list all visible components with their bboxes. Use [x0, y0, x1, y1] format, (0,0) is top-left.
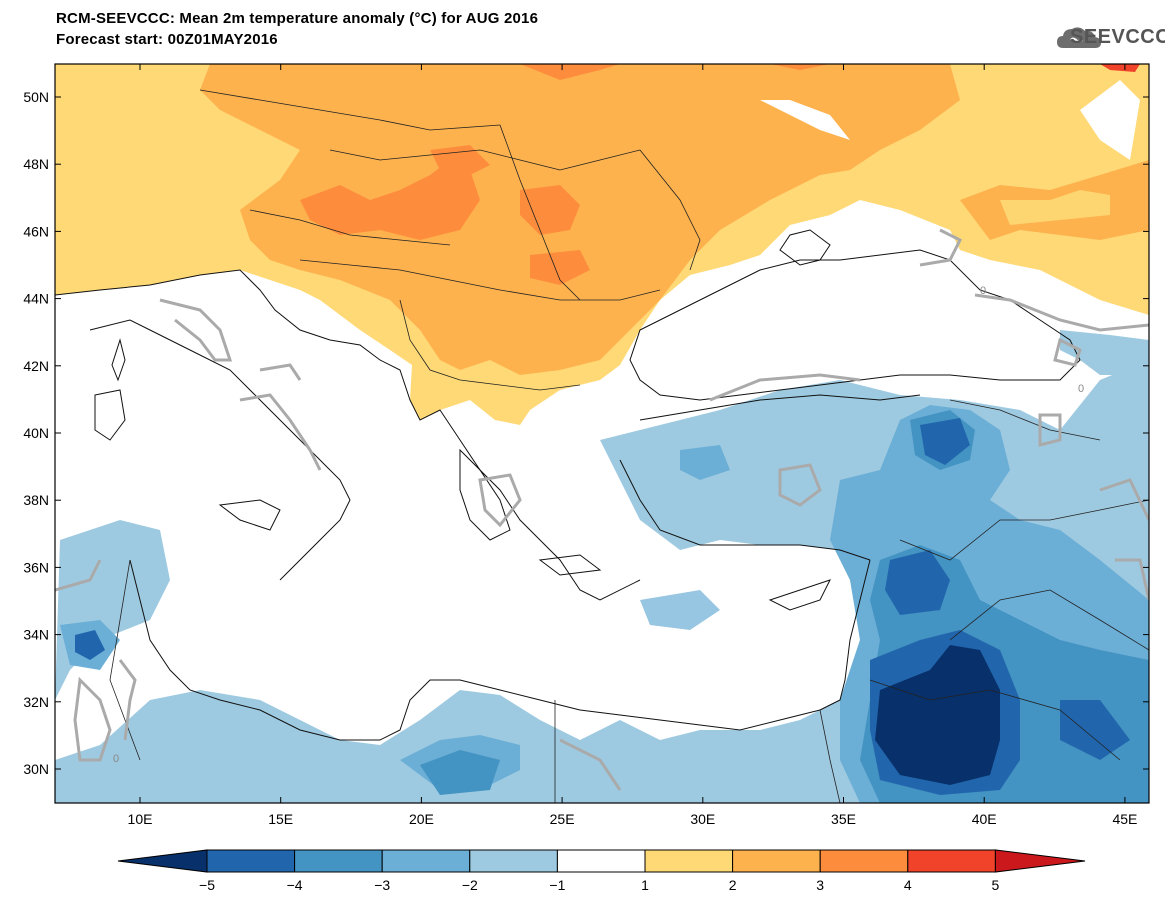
colorbar-tick-label: −5 — [199, 877, 215, 893]
lat-tick-label: 32N — [23, 694, 49, 710]
cloud-icon — [1057, 27, 1101, 48]
colorbar-tick-label: −2 — [462, 877, 478, 893]
lat-tick-label: 50N — [23, 89, 49, 105]
forecast-start-subtitle: Forecast start: 00Z01MAY2016 — [56, 31, 278, 48]
zero-contours — [55, 228, 1149, 791]
colorbar-tick-label: 5 — [992, 877, 1000, 893]
colorbar-segment — [644, 849, 734, 873]
map-field: 0 0 0 — [55, 64, 1149, 803]
contour-label: 0 — [1078, 383, 1084, 395]
lon-tick-label: 15E — [268, 811, 293, 827]
colorbar-segment — [907, 849, 996, 873]
lat-tick-label: 44N — [23, 291, 49, 307]
colorbar-tick-label: −4 — [287, 877, 303, 893]
warm-anomaly-3-4 — [300, 160, 480, 240]
lat-tick-label: 30N — [23, 761, 49, 777]
latitude-axis: 50N 48N 46N 44N 42N 40N 38N 36N 34N 32N 30N — [23, 89, 1149, 777]
lat-tick-label: 42N — [23, 358, 49, 374]
colorbar-tick-label: 3 — [816, 877, 824, 893]
lat-tick-label: 46N — [23, 223, 49, 239]
coastlines — [55, 229, 1081, 741]
lon-tick-label: 25E — [550, 811, 575, 827]
cool-anomaly-4-5 — [885, 550, 950, 615]
colorbar-segment — [381, 849, 471, 873]
colorbar-segment — [469, 849, 558, 873]
lat-tick-label: 36N — [23, 559, 49, 575]
lon-tick-label: 45E — [1112, 811, 1137, 827]
lon-tick-label: 10E — [128, 811, 153, 827]
colorbar-low-arrow — [117, 849, 208, 873]
lat-tick-label: 40N — [23, 425, 49, 441]
map-title: RCM-SEEVCCC: Mean 2m temperature anomaly… — [56, 10, 539, 27]
colorbar-segment — [206, 849, 296, 873]
contour-label: 0 — [113, 753, 119, 765]
lat-tick-label: 48N — [23, 156, 49, 172]
colorbar-segment — [556, 849, 646, 873]
colorbar-tick-label: −1 — [549, 877, 565, 893]
country-borders — [109, 89, 1149, 803]
colorbar: −5 −4 −3 −2 −1 1 2 3 4 5 — [117, 849, 1086, 893]
colorbar-tick-label: −3 — [374, 877, 390, 893]
colorbar-tick-label: 1 — [641, 877, 649, 893]
colorbar-high-arrow — [994, 849, 1086, 873]
colorbar-segment — [819, 849, 909, 873]
contour-label: 0 — [980, 285, 986, 297]
lon-tick-label: 35E — [831, 811, 856, 827]
colorbar-tick-label: 2 — [729, 877, 737, 893]
lon-tick-label: 30E — [690, 811, 715, 827]
longitude-axis: 10E 15E 20E 25E 30E 35E 40E 45E — [128, 64, 1137, 827]
colorbar-segment — [294, 849, 383, 873]
colorbar-segment — [732, 849, 821, 873]
lat-tick-label: 38N — [23, 492, 49, 508]
colorbar-tick-label: 4 — [904, 877, 912, 893]
lon-tick-label: 20E — [409, 811, 434, 827]
warm-anomaly-2-3 — [200, 64, 960, 375]
seevccc-logo-text: SEEVCCC — [1070, 26, 1165, 48]
lon-tick-label: 40E — [972, 811, 997, 827]
lat-tick-label: 34N — [23, 627, 49, 643]
cool-anomaly-below-5 — [875, 645, 1000, 785]
